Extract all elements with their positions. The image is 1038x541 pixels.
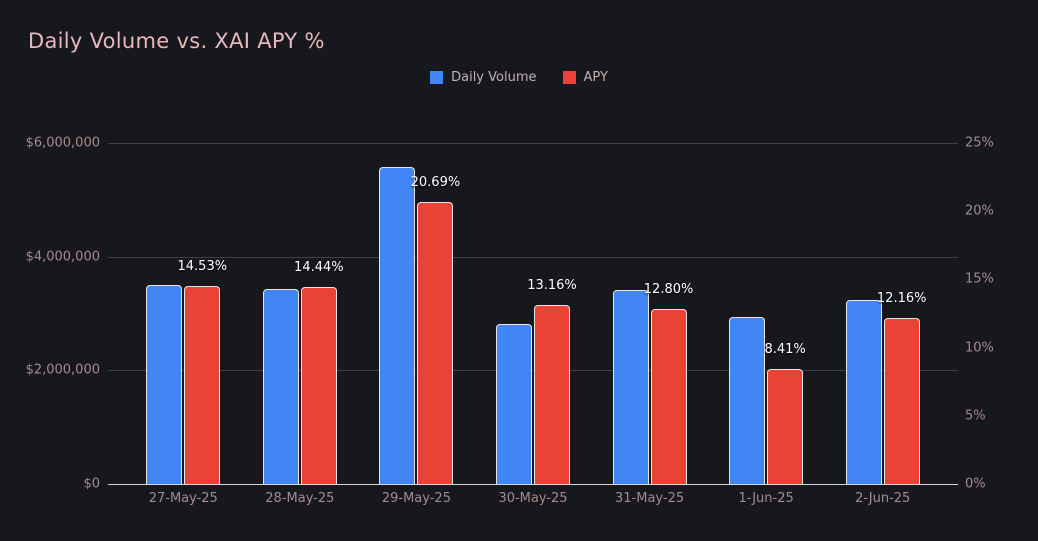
right-axis-tick: 10% — [965, 340, 994, 356]
apy-bar-28-May-25[interactable] — [300, 287, 337, 484]
apy-data-label: 8.41% — [764, 342, 806, 358]
left-axis-tick: $0 — [83, 476, 100, 492]
right-axis-tick: 25% — [965, 135, 994, 151]
apy-data-label: 14.44% — [294, 260, 344, 276]
legend: Daily Volume APY — [0, 70, 1038, 85]
volume-bar-31-May-25[interactable] — [612, 290, 649, 484]
legend-item-apy[interactable]: APY — [562, 70, 608, 85]
plot-area: 14.53% 14.44% 20.69% 13.16% 12.80% 8.41% 12.16… — [108, 143, 958, 485]
legend-label-apy: APY — [583, 70, 608, 85]
volume-bar-29-May-25[interactable] — [379, 166, 416, 484]
apy-bar-2-Jun-25[interactable] — [883, 318, 920, 484]
legend-item-daily-volume[interactable]: Daily Volume — [430, 70, 537, 85]
legend-swatch-apy — [562, 71, 576, 84]
x-axis-tick: 27-May-25 — [148, 491, 218, 506]
apy-data-label: 13.16% — [527, 277, 577, 293]
volume-bar-28-May-25[interactable] — [262, 288, 299, 484]
chart-title: Daily Volume vs. XAI APY % — [28, 29, 325, 53]
x-axis-tick: 2-Jun-25 — [855, 491, 911, 506]
gridline — [108, 143, 958, 144]
apy-data-label: 12.80% — [643, 282, 694, 298]
right-axis-tick: 5% — [965, 408, 986, 424]
gridline — [108, 370, 958, 372]
apy-bar-1-Jun-25[interactable] — [767, 369, 804, 484]
volume-bar-1-Jun-25[interactable] — [729, 317, 766, 484]
left-axis-tick: $4,000,000 — [25, 249, 100, 265]
volume-bar-2-Jun-25[interactable] — [845, 299, 882, 484]
x-axis-tick: 28-May-25 — [265, 491, 335, 506]
x-axis-tick: 31-May-25 — [615, 491, 685, 506]
apy-data-label: 20.69% — [410, 174, 461, 190]
left-axis-tick: $2,000,000 — [25, 362, 100, 378]
apy-bar-30-May-25[interactable] — [534, 304, 570, 484]
left-axis-tick: $6,000,000 — [25, 135, 100, 151]
gridline — [108, 256, 958, 258]
right-axis-tick: 0% — [965, 476, 986, 492]
apy-bar-29-May-25[interactable] — [417, 201, 454, 484]
apy-data-label: 12.16% — [876, 291, 927, 307]
x-axis-tick: 1-Jun-25 — [738, 491, 794, 506]
volume-bar-30-May-25[interactable] — [496, 324, 532, 484]
x-axis-tick: 30-May-25 — [498, 491, 568, 506]
apy-bar-27-May-25[interactable] — [184, 285, 221, 484]
legend-swatch-daily-volume — [430, 71, 444, 84]
apy-bar-31-May-25[interactable] — [650, 309, 687, 484]
x-axis-tick: 29-May-25 — [381, 491, 451, 506]
right-axis-tick: 15% — [965, 271, 994, 287]
right-axis-tick: 20% — [965, 203, 994, 219]
volume-bar-27-May-25[interactable] — [146, 285, 183, 484]
legend-label-daily-volume: Daily Volume — [451, 70, 537, 85]
apy-data-label: 14.53% — [177, 258, 228, 274]
